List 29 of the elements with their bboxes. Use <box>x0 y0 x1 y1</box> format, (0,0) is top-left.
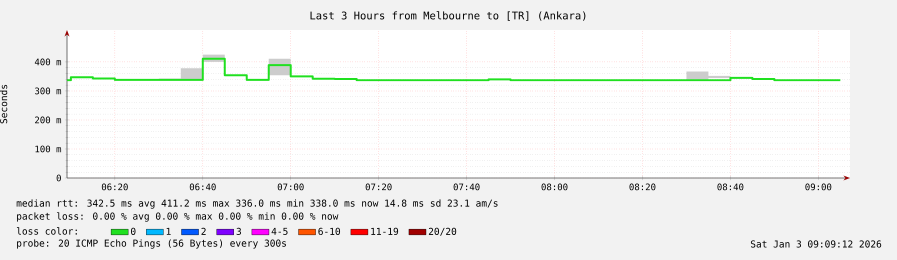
y-tick-label: 300 m <box>35 88 62 94</box>
x-tick-label: 08:00 <box>542 184 568 190</box>
legend-label: 1 <box>166 228 171 235</box>
legend-label: 0 <box>131 228 136 235</box>
x-tick-label: 06:20 <box>102 184 128 190</box>
legend-label: 4-5 <box>272 228 288 235</box>
x-tick-label: 08:20 <box>629 184 656 190</box>
x-tick-label: 07:20 <box>366 184 392 190</box>
y-tick-label: 100 m <box>35 146 62 152</box>
x-tick-label: 07:00 <box>278 184 304 190</box>
chart-title: Last 3 Hours from Melbourne to [TR] (Ankara) <box>310 11 586 21</box>
legend-label: 3 <box>236 228 241 235</box>
x-tick-label: 08:40 <box>717 184 744 190</box>
x-tick-label: 09:00 <box>805 184 832 190</box>
y-tick-label: 400 m <box>34 58 62 66</box>
text: packet loss: 0.00 % avg 0.00 % max 0.00 % min 0.00 % now <box>17 212 338 222</box>
y-tick-label: 200 m <box>35 116 62 124</box>
text: median rtt: 342.5 ms avg 411.2 ms max 336.0 ms min 338.0 ms now 14.8 ms sd 23.1 am/s <box>16 199 498 209</box>
legend-label: 20/20 <box>428 228 456 236</box>
y-tick-label: 0 <box>56 174 61 182</box>
legend-label: 6-10 <box>318 228 340 235</box>
legend-label: 2 <box>201 228 206 235</box>
legend-title: loss color: <box>16 227 77 235</box>
x-tick-label: 07:40 <box>454 184 480 190</box>
legend-label: 11-19 <box>371 228 398 235</box>
x-tick-label: 06:40 <box>190 184 216 190</box>
text: probe: 20 ICMP Echo Pings (56 Bytes) every 300s <box>17 239 286 249</box>
y-axis-title: Seconds <box>0 84 8 124</box>
text: Sat Jan 3 09:09:12 2026 <box>750 240 882 248</box>
